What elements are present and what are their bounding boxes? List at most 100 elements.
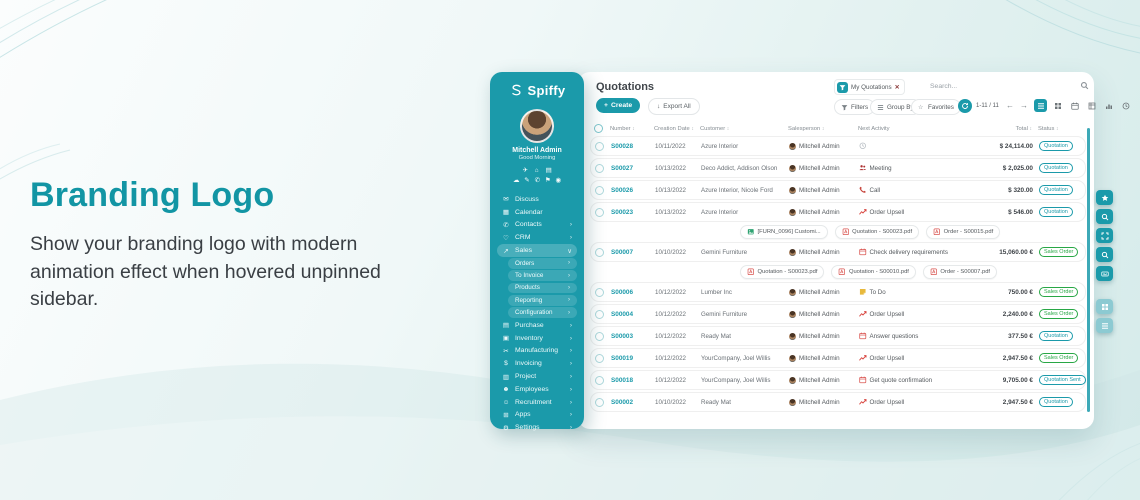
table-scrollbar[interactable] — [1087, 128, 1090, 412]
row-checkbox[interactable] — [595, 207, 604, 217]
quotation-number[interactable]: S00028 — [611, 142, 634, 150]
attachment-chip[interactable]: Order - S00007.pdf — [922, 265, 998, 279]
zoom-button[interactable] — [1096, 247, 1113, 262]
sidebar-item-sales[interactable]: ↗ Sales ∨ — [497, 244, 577, 257]
quotation-number[interactable]: S00026 — [611, 186, 634, 194]
next-activity-cell[interactable]: Get quote confirmation — [859, 376, 991, 384]
card-icon[interactable]: ▤ — [545, 167, 552, 174]
attachment-chip[interactable]: Quotation - S00023.pdf — [740, 265, 825, 279]
next-activity-cell[interactable] — [859, 142, 991, 150]
table-row[interactable]: S00004 10/12/2022 Gemini Furniture Mitchell… — [590, 304, 1086, 324]
row-checkbox[interactable] — [595, 141, 604, 151]
row-checkbox[interactable] — [595, 353, 604, 363]
sidebar-item-settings[interactable]: ⚙ Settings › — [497, 421, 577, 434]
quotation-number[interactable]: S00018 — [611, 376, 634, 384]
sidebar-item-crm[interactable]: ♡ CRM › — [497, 231, 577, 244]
sidebar-item-project[interactable]: ▥ Project › — [497, 370, 577, 383]
quotation-number[interactable]: S00007 — [611, 248, 634, 256]
next-activity-cell[interactable]: Order Upsell — [859, 208, 991, 216]
row-checkbox[interactable] — [595, 247, 604, 257]
keyboard-shortcuts-button[interactable] — [1096, 266, 1113, 281]
quotation-number[interactable]: S00002 — [611, 398, 634, 406]
attachment-chip[interactable]: Order - S00015.pdf — [926, 225, 1001, 239]
branding-logo[interactable]: Spiffy — [490, 83, 584, 98]
view-button-list[interactable] — [1034, 99, 1047, 112]
column-header-salesperson[interactable]: Salesperson ↕ — [788, 125, 825, 132]
remove-filter-icon[interactable]: ✕ — [894, 84, 900, 91]
home-icon[interactable]: ⌂ — [534, 167, 539, 174]
next-activity-cell[interactable]: Call — [859, 186, 991, 194]
user-avatar[interactable] — [520, 109, 554, 143]
sidebar-item-discuss[interactable]: ✉ Discuss — [497, 193, 577, 206]
view-button-pivot[interactable] — [1085, 99, 1098, 112]
table-row[interactable]: S00018 10/12/2022 YourCompany, Joel Willis… — [590, 370, 1086, 390]
favorites-shortcut-button[interactable] — [1096, 190, 1113, 205]
cloud-icon[interactable]: ☁ — [512, 177, 520, 184]
next-activity-cell[interactable]: Order Upsell — [859, 310, 991, 318]
next-activity-cell[interactable]: Meeting — [859, 164, 991, 172]
sidebar-item-inventory[interactable]: ▣ Inventory › — [497, 332, 577, 345]
row-checkbox[interactable] — [595, 309, 604, 319]
create-button[interactable]: + Create — [596, 98, 641, 113]
quotation-number[interactable]: S00027 — [611, 164, 634, 172]
view-button-calendar[interactable] — [1068, 99, 1081, 112]
next-page-button[interactable]: → — [1020, 101, 1028, 110]
sidebar-item-invoicing[interactable]: $ Invoicing › — [497, 357, 577, 370]
sidebar-subitem-reporting[interactable]: Reporting › — [508, 294, 577, 306]
table-row[interactable]: S00002 10/10/2022 Ready Mat Mitchell Admin O… — [590, 392, 1086, 412]
sidebar-item-contacts[interactable]: ✆ Contacts › — [497, 219, 577, 232]
column-header-status[interactable]: Status ↕ — [1038, 125, 1059, 132]
next-activity-cell[interactable]: Order Upsell — [859, 354, 991, 362]
row-checkbox[interactable] — [595, 375, 604, 385]
attachment-chip[interactable]: Quotation - S00010.pdf — [831, 265, 916, 279]
table-row[interactable]: S00026 10/13/2022 Azure Interior, Nicole F… — [590, 180, 1086, 200]
send-icon[interactable]: ✈ — [522, 167, 528, 174]
row-checkbox[interactable] — [595, 163, 604, 173]
sidebar-subitem-configuration[interactable]: Configuration › — [508, 307, 577, 319]
previous-page-button[interactable]: ← — [1006, 101, 1014, 110]
column-header-next-activity[interactable]: Next Activity — [858, 125, 890, 132]
sidebar-item-employees[interactable]: ☻ Employees › — [497, 383, 577, 396]
quotation-number[interactable]: S00006 — [611, 288, 634, 296]
sidebar-item-manufacturing[interactable]: ✂ Manufacturing › — [497, 345, 577, 358]
table-row[interactable]: S00007 10/10/2022 Gemini Furniture Mitchell… — [590, 242, 1086, 262]
view-button-activity[interactable] — [1119, 99, 1132, 112]
lock-icon[interactable]: ⚑ — [544, 177, 551, 184]
row-checkbox[interactable] — [595, 287, 604, 297]
column-header-customer[interactable]: Customer ↕ — [700, 125, 730, 132]
export-all-button[interactable]: ↓ Export All — [648, 98, 700, 115]
location-icon[interactable]: ◉ — [555, 177, 562, 184]
sidebar-item-calendar[interactable]: ▦ Calendar — [497, 206, 577, 219]
sidebar-subitem-to-invoice[interactable]: To Invoice › — [508, 270, 577, 281]
refresh-button[interactable] — [958, 99, 972, 113]
quotation-number[interactable]: S00004 — [611, 310, 634, 318]
quotation-number[interactable]: S00003 — [611, 332, 634, 340]
quotation-number[interactable]: S00019 — [611, 354, 634, 362]
column-header-creation-date[interactable]: Creation Date ↕ — [654, 125, 694, 132]
table-row[interactable]: S00023 10/13/2022 Azure Interior Mitchell A… — [590, 202, 1086, 222]
paint-icon[interactable]: ✎ — [524, 177, 530, 184]
search-filter-chip[interactable]: My Quotations ✕ — [834, 79, 905, 95]
next-activity-cell[interactable]: Order Upsell — [859, 398, 991, 406]
column-header-number[interactable]: Number ↕ — [610, 125, 635, 132]
table-row[interactable]: S00006 10/12/2022 Lumber Inc Mitchell Admin… — [590, 282, 1086, 302]
extra-tool-button-2[interactable] — [1096, 318, 1113, 333]
sidebar-item-recruitment[interactable]: ☺ Recruitment › — [497, 396, 577, 409]
row-checkbox[interactable] — [595, 185, 604, 195]
search-shortcut-button[interactable] — [1096, 209, 1113, 224]
next-activity-cell[interactable]: Answer questions — [859, 332, 991, 340]
select-all-checkbox[interactable] — [594, 124, 603, 133]
attachment-chip[interactable]: [FURN_0096] Customi... — [740, 225, 828, 239]
column-header-total[interactable]: Total ↕ — [1015, 125, 1032, 132]
quotation-number[interactable]: S00023 — [611, 208, 634, 216]
group-by-button[interactable]: Group By — [870, 99, 921, 115]
sidebar-subitem-products[interactable]: Products › — [508, 282, 577, 294]
row-checkbox[interactable] — [595, 331, 604, 341]
extra-tool-button-1[interactable] — [1096, 299, 1113, 314]
search-input[interactable]: Search... — [930, 83, 958, 90]
search-icon[interactable] — [1080, 81, 1089, 90]
sidebar-item-purchase[interactable]: ▤ Purchase › — [497, 319, 577, 332]
sidebar-subitem-orders[interactable]: Orders › — [508, 257, 577, 269]
next-activity-cell[interactable]: To Do — [859, 288, 991, 296]
favorites-button[interactable]: ☆ Favorites — [911, 99, 961, 115]
